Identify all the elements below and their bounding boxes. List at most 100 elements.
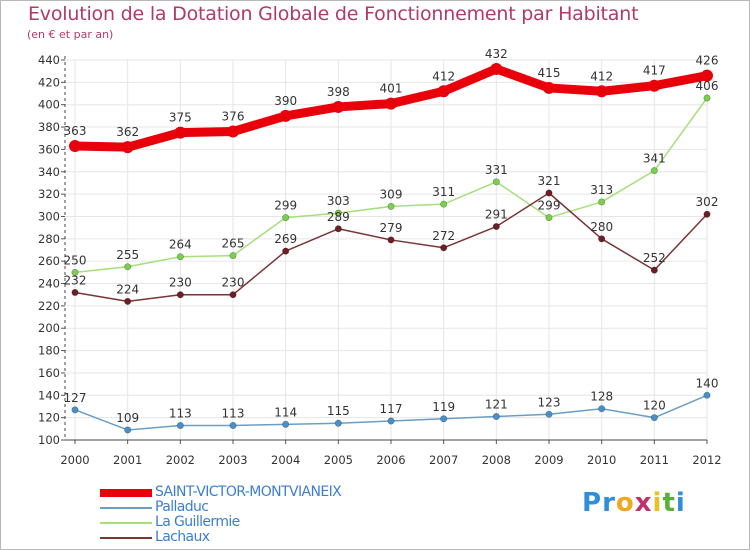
x-tick-label: 2002 <box>166 453 195 467</box>
data-label-1: 121 <box>485 398 508 412</box>
data-label-1: 113 <box>169 406 192 420</box>
series-point-1 <box>545 410 553 418</box>
series-point-2 <box>229 252 237 260</box>
data-label-1: 109 <box>116 411 139 425</box>
logo-letter: o <box>615 488 635 518</box>
data-label-1: 120 <box>643 399 666 413</box>
series-point-3 <box>440 244 448 252</box>
data-label-2: 250 <box>64 253 87 267</box>
data-label-1: 140 <box>696 376 719 390</box>
data-label-0: 401 <box>380 82 403 96</box>
y-tick-label: 320 <box>38 187 60 201</box>
data-label-1: 127 <box>64 391 87 405</box>
series-point-3 <box>176 291 184 299</box>
series-point-0 <box>121 141 134 154</box>
x-tick-label: 2005 <box>324 453 353 467</box>
data-label-3: 269 <box>274 232 297 246</box>
y-tick-label: 380 <box>38 120 60 134</box>
series-point-1 <box>282 420 290 428</box>
series-point-2 <box>124 263 132 271</box>
data-label-2: 299 <box>274 199 297 213</box>
data-label-3: 302 <box>696 195 719 209</box>
legend-swatch <box>100 507 152 509</box>
data-label-0: 432 <box>485 47 508 61</box>
y-tick-label: 340 <box>38 165 60 179</box>
data-label-3: 279 <box>380 221 403 235</box>
legend-swatch <box>100 489 152 497</box>
series-point-1 <box>650 414 658 422</box>
y-tick-label: 300 <box>38 209 60 223</box>
y-tick-label: 140 <box>38 388 60 402</box>
data-label-0: 362 <box>116 125 139 139</box>
series-point-3 <box>124 297 132 305</box>
legend-label: La Guillermie <box>155 514 240 530</box>
x-tick-label: 2012 <box>692 453 721 467</box>
y-tick-label: 260 <box>38 254 60 268</box>
series-point-2 <box>334 209 342 217</box>
logo-letter: r <box>602 488 616 518</box>
proxiti-logo: Proxiti <box>582 488 686 518</box>
series-point-0 <box>701 69 713 82</box>
y-tick-label: 220 <box>38 299 60 313</box>
series-point-0 <box>174 126 187 139</box>
series-point-3 <box>492 223 500 231</box>
series-point-1 <box>387 417 395 425</box>
x-tick-label: 2008 <box>482 453 511 467</box>
series-point-2 <box>598 198 606 206</box>
axis-layer: 100 120 140 160 180 200 220 240 260 280 300 320 340 3… <box>38 53 722 467</box>
y-tick-label: 440 <box>38 53 60 67</box>
series-point-1 <box>334 419 342 427</box>
data-label-2: 341 <box>643 152 666 166</box>
data-label-0: 375 <box>169 111 192 125</box>
data-label-2: 303 <box>327 194 350 208</box>
series-point-1 <box>598 405 606 413</box>
data-label-1: 115 <box>327 404 350 418</box>
logo-letter: x <box>634 488 653 518</box>
series-point-2 <box>176 253 184 261</box>
y-tick-label: 240 <box>38 277 60 291</box>
series-point-0 <box>385 97 397 110</box>
legend-swatch <box>100 537 152 539</box>
series-point-3 <box>387 236 395 244</box>
data-label-3: 289 <box>327 210 350 224</box>
series-point-3 <box>334 225 342 233</box>
series-point-0 <box>648 79 661 92</box>
data-label-2: 309 <box>380 187 403 201</box>
series-point-0 <box>332 100 345 113</box>
data-label-1: 114 <box>274 405 297 419</box>
series-point-1 <box>440 415 448 423</box>
data-label-0: 415 <box>538 66 561 80</box>
series-point-3 <box>598 235 606 243</box>
y-tick-label: 200 <box>38 321 60 335</box>
y-tick-label: 360 <box>38 142 60 156</box>
data-label-2: 313 <box>590 183 613 197</box>
y-tick-label: 120 <box>38 411 60 425</box>
series-point-0 <box>543 81 555 94</box>
data-label-3: 230 <box>169 276 192 290</box>
series-point-0 <box>490 62 503 75</box>
series-point-1 <box>703 391 711 399</box>
series-point-3 <box>229 291 237 299</box>
data-label-3: 272 <box>432 229 455 243</box>
data-label-2: 299 <box>538 199 561 213</box>
grid-layer <box>65 59 708 441</box>
x-tick-label: 2000 <box>60 453 89 467</box>
data-label-1: 123 <box>538 395 561 409</box>
data-label-0: 390 <box>274 94 297 108</box>
x-tick-label: 2006 <box>376 453 405 467</box>
series-point-2 <box>387 202 395 210</box>
logo-letter: P <box>582 488 603 518</box>
series-point-0 <box>279 109 292 122</box>
chart-subtitle: (en € et par an) <box>27 28 114 41</box>
data-label-2: 264 <box>169 238 192 252</box>
data-label-0: 376 <box>222 110 245 124</box>
data-label-0: 412 <box>432 69 455 83</box>
series-point-2 <box>440 200 448 208</box>
y-tick-label: 400 <box>38 98 60 112</box>
y-tick-label: 100 <box>38 433 60 447</box>
legend-item: La Guillermie <box>100 515 400 530</box>
legend-swatch <box>100 522 152 524</box>
series-point-0 <box>595 85 608 98</box>
data-label-2: 311 <box>432 185 455 199</box>
data-label-2: 406 <box>696 79 719 93</box>
